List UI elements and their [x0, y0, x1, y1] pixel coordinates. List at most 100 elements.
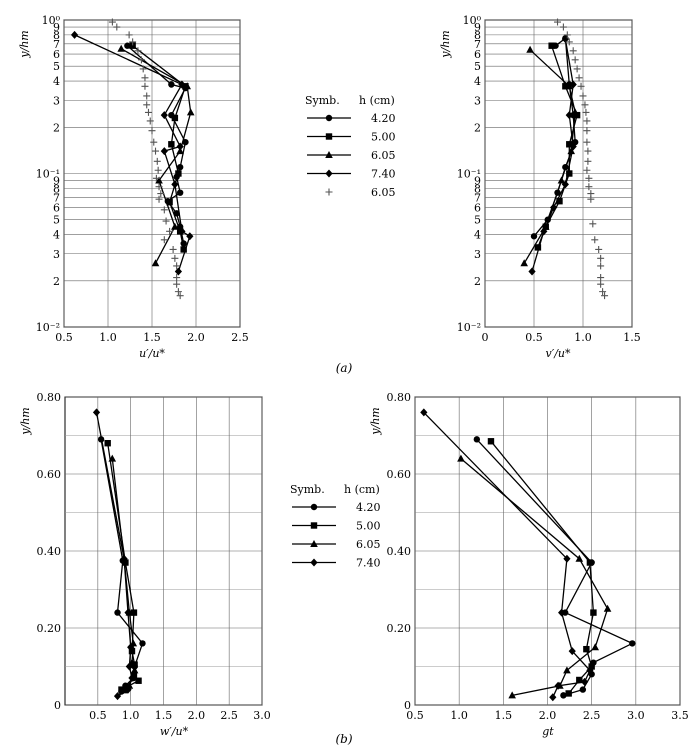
y-tick-label: 9: [474, 175, 481, 188]
data-point: [556, 198, 563, 205]
data-point: [583, 166, 591, 174]
y-tick-label: 10⁻¹: [36, 168, 60, 181]
data-point: [162, 217, 170, 225]
legend-marker: [325, 133, 333, 140]
y-tick-label: 0.20: [37, 622, 62, 635]
y-tick-label: 8: [53, 182, 60, 195]
data-point: [70, 30, 79, 39]
x-tick-label: 1.5: [155, 709, 173, 722]
y-tick-label: 0.80: [387, 391, 412, 404]
y-axis-label: y/hm: [19, 407, 32, 435]
data-point: [169, 245, 177, 253]
series-h-7-40-diamond: [420, 408, 594, 702]
series-line: [74, 34, 191, 272]
data-point: [113, 23, 121, 31]
x-tick-label: 2.0: [188, 709, 206, 722]
data-point: [173, 274, 181, 282]
legend-a: Symb. h (cm) 4.20 5.00 6.05 7.40 6.05: [305, 94, 396, 199]
data-point: [143, 101, 151, 109]
data-point: [595, 245, 603, 253]
data-point: [508, 691, 516, 699]
y-tick-label: 3: [53, 248, 60, 261]
legend-marker: [310, 558, 318, 567]
series-h-4-20-circle: [97, 436, 146, 695]
data-point: [143, 92, 151, 100]
data-point: [567, 147, 576, 155]
legend-value: 4.20: [371, 112, 396, 125]
data-point: [168, 81, 175, 88]
series-h-5-00-square: [104, 440, 142, 693]
data-point: [583, 127, 591, 135]
data-point: [554, 18, 562, 26]
y-axis-label: y/hm: [369, 407, 382, 435]
data-point: [584, 157, 592, 165]
data-point: [563, 666, 571, 674]
series-line: [100, 439, 144, 692]
data-point: [130, 672, 138, 680]
data-point: [117, 44, 125, 52]
data-point: [150, 138, 158, 146]
data-point: [171, 254, 179, 262]
data-point: [122, 559, 129, 566]
data-point: [129, 42, 136, 49]
data-point: [582, 108, 590, 116]
data-point: [160, 236, 168, 244]
data-point: [154, 166, 162, 174]
data-point: [579, 686, 587, 693]
y-tick-label: 7: [53, 38, 60, 51]
data-point: [125, 662, 133, 671]
y-tick-label: 10⁻²: [36, 321, 60, 334]
data-point: [591, 643, 599, 651]
x-tick-label: 0: [482, 331, 489, 344]
legend-entry: 5.00: [292, 520, 381, 533]
y-tick-label: 10⁰: [42, 14, 61, 27]
legend-value: 6.05: [356, 538, 381, 551]
series-h-4-20-circle: [473, 436, 636, 699]
legend-value: 6.05: [371, 186, 396, 199]
data-point: [108, 18, 116, 26]
data-point: [124, 42, 131, 49]
legend-marker: [325, 169, 333, 178]
y-tick-label: 0.60: [37, 468, 62, 481]
data-point: [563, 31, 571, 39]
legend-value: 5.00: [356, 520, 381, 533]
y-tick-label: 6: [474, 48, 481, 61]
data-point: [548, 42, 555, 49]
data-point: [588, 663, 595, 670]
data-point: [130, 609, 138, 616]
data-point: [141, 82, 149, 90]
data-point: [118, 686, 125, 693]
data-point: [581, 101, 589, 109]
data-point: [565, 111, 573, 120]
data-point: [586, 559, 594, 566]
series-h-6-05-triangle: [117, 44, 195, 267]
data-point: [585, 183, 593, 191]
data-point: [146, 117, 154, 125]
data-point: [566, 170, 573, 177]
x-tick-label: 2.5: [583, 709, 601, 722]
series-h-6-05-triangle: [457, 454, 612, 699]
x-tick-label: 1.5: [143, 331, 161, 344]
data-point: [520, 259, 528, 267]
y-tick-label: 10⁰: [463, 14, 482, 27]
data-point: [171, 180, 179, 189]
data-point: [176, 189, 184, 196]
data-point: [174, 267, 182, 276]
data-point: [152, 174, 160, 182]
data-point: [584, 147, 592, 155]
data-point: [173, 262, 181, 270]
data-point: [587, 195, 595, 203]
data-point: [178, 227, 186, 236]
panel-label-b: (b): [335, 732, 352, 746]
x-tick-label: 0.5: [55, 331, 73, 344]
data-point: [575, 74, 583, 82]
legend-entry: 6.05: [325, 186, 396, 199]
y-tick-label: 4: [474, 229, 481, 242]
y-tick-label: 3: [53, 94, 60, 107]
series-h-6-05-triangle: [108, 454, 139, 694]
y-tick-label: 9: [53, 21, 60, 34]
data-point: [583, 117, 591, 125]
data-point: [124, 608, 132, 617]
series-h-6-05-plus: [108, 18, 184, 300]
data-point: [420, 408, 428, 417]
